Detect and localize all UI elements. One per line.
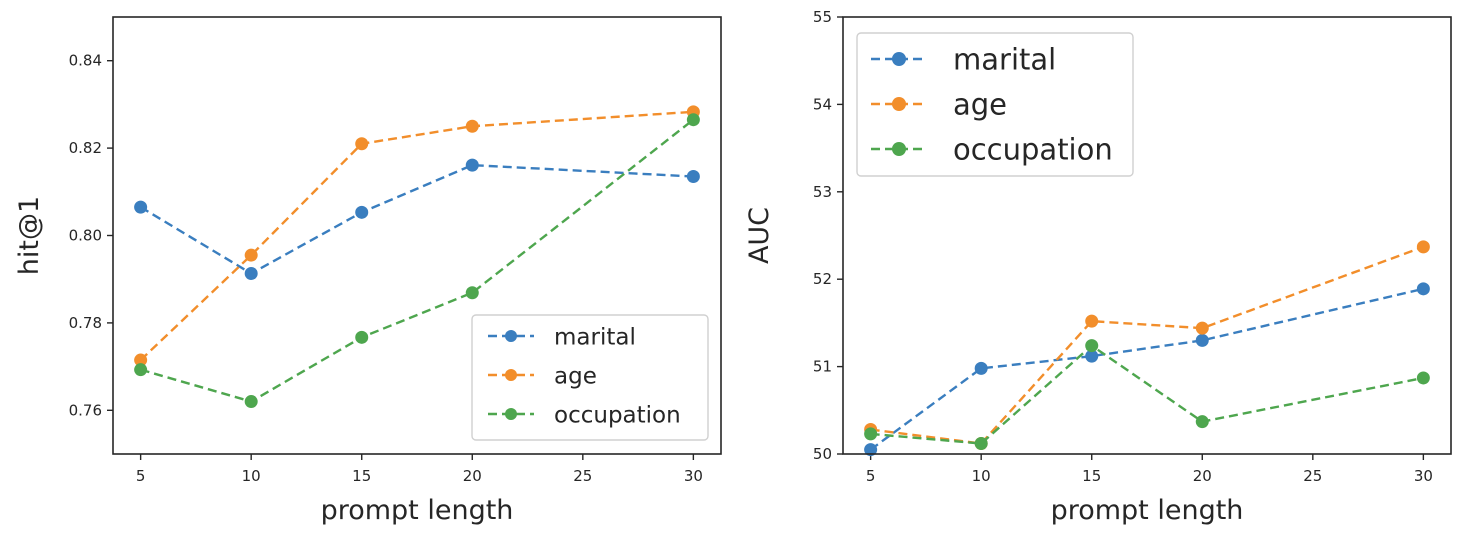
right-point-occupation	[1085, 339, 1099, 353]
right-series-line-age	[870, 245, 1424, 445]
right-x-tick-label: 20	[1193, 467, 1212, 485]
left-point-age	[134, 353, 148, 367]
left-x-tick-label: 25	[573, 467, 592, 485]
right-legend-marker-marital	[892, 52, 906, 66]
right-x-tick-label: 15	[1082, 467, 1101, 485]
left-point-marital	[134, 200, 148, 214]
right-point-occupation	[974, 437, 988, 451]
left-point-occupation	[244, 395, 258, 409]
right-point-marital	[864, 443, 878, 457]
right-y-tick-label: 53	[813, 183, 832, 201]
left-y-tick-label: 0.80	[69, 227, 102, 245]
right-x-axis-label: prompt length	[1051, 495, 1244, 526]
left-point-marital	[686, 170, 700, 184]
right-series-line-occupation	[870, 344, 1424, 445]
left-y-tick-label: 0.82	[69, 139, 102, 157]
right-plot-frame	[842, 16, 1452, 455]
left-x-tick-label: 10	[242, 467, 261, 485]
left-point-occupation	[686, 113, 700, 127]
left-point-marital	[355, 205, 369, 219]
right-legend-box	[856, 32, 1134, 177]
right-x-tick-label: 10	[972, 467, 991, 485]
right-point-marital	[1085, 349, 1099, 363]
left-legend-marker-age	[505, 369, 517, 381]
left-legend-label-occupation: occupation	[554, 402, 681, 428]
right-point-occupation	[1195, 415, 1209, 429]
right-chart: 5 10 15 20 25 30 50 51 52 53 54 55 prompt length AUC m…	[744, 8, 1452, 526]
left-point-occupation	[465, 286, 479, 300]
right-x-tick-label: 25	[1303, 467, 1322, 485]
left-legend-marker-occupation	[505, 408, 517, 420]
left-point-age	[355, 137, 369, 151]
left-point-occupation	[355, 330, 369, 344]
right-series-line-marital	[869, 287, 1424, 451]
right-y-tick-label: 51	[813, 358, 832, 376]
right-legend-label-age: age	[953, 87, 1007, 121]
left-point-age	[244, 248, 258, 262]
right-point-marital	[974, 361, 988, 375]
right-x-tick-label: 5	[866, 467, 876, 485]
left-y-tick-label: 0.76	[69, 401, 102, 419]
right-point-occupation	[1416, 371, 1430, 385]
left-y-axis-label: hit@1	[14, 196, 45, 275]
left-y-tick-label: 0.84	[69, 52, 102, 70]
left-point-marital	[465, 158, 479, 172]
left-legend-marker-marital	[505, 330, 517, 342]
right-y-tick-label: 50	[813, 445, 832, 463]
right-legend: marital age occupation	[856, 32, 1134, 177]
right-legend-label-occupation: occupation	[953, 132, 1113, 166]
right-point-marital	[1416, 282, 1430, 296]
right-legend-label-marital: marital	[953, 42, 1056, 76]
right-point-occupation	[864, 427, 878, 441]
left-y-tick-label: 0.78	[69, 314, 102, 332]
right-point-age	[1416, 240, 1430, 254]
left-point-occupation	[134, 363, 148, 377]
right-point-age	[1195, 321, 1209, 335]
right-y-tick-label: 52	[813, 270, 832, 288]
left-x-tick-label: 5	[136, 467, 146, 485]
right-point-age	[1085, 314, 1099, 328]
left-series-line-marital	[140, 163, 694, 275]
right-legend-marker-occupation	[892, 142, 906, 156]
left-x-tick-label: 30	[684, 467, 703, 485]
right-legend-marker-age	[892, 97, 906, 111]
left-point-marital	[244, 267, 258, 281]
right-x-tick-label: 30	[1414, 467, 1433, 485]
left-point-age	[465, 119, 479, 133]
left-chart: 5 10 15 20 25 30 0.76 0.78 0.80 0.82 0.84 prompt le…	[14, 16, 722, 526]
right-point-marital	[1195, 333, 1209, 347]
right-y-tick-label: 54	[813, 95, 832, 113]
left-legend-box	[471, 314, 709, 441]
left-x-axis-label: prompt length	[321, 495, 514, 526]
left-plot-frame	[112, 16, 722, 455]
right-y-tick-label: 55	[813, 8, 832, 26]
left-legend-label-marital: marital	[554, 324, 636, 350]
left-legend: marital age occupation	[471, 314, 709, 441]
right-y-axis-label: AUC	[744, 207, 775, 264]
left-x-tick-label: 20	[463, 467, 482, 485]
left-x-tick-label: 15	[352, 467, 371, 485]
left-legend-label-age: age	[554, 363, 597, 389]
